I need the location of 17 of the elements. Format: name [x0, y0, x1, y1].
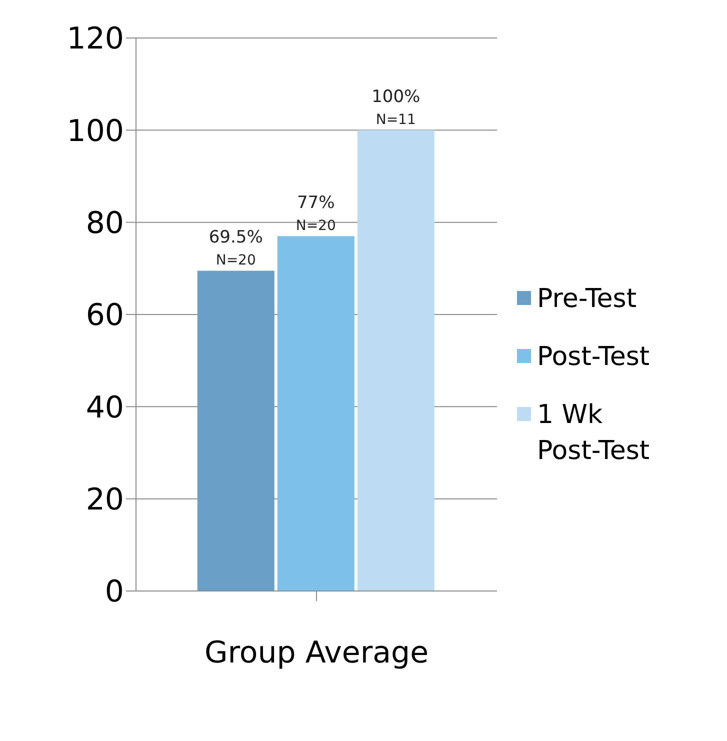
data-label: 100% N=11 [372, 87, 420, 128]
y-tick-label: 100 [66, 114, 124, 149]
bar [357, 130, 434, 591]
y-tick-label: 0 [104, 574, 124, 610]
legend-label: Pre-Test [537, 282, 637, 316]
bar [277, 236, 354, 591]
legend-label: Post-Test [537, 340, 650, 374]
x-tick-label: Group Average [204, 635, 429, 670]
data-label: 77% N=20 [296, 193, 336, 234]
y-tick-label: 80 [86, 206, 124, 241]
legend-label: 1 Wk Post-Test [537, 398, 651, 468]
data-label: 69.5% N=20 [208, 228, 263, 269]
y-tick-label: 120 [66, 22, 124, 57]
y-tick-label: 20 [86, 482, 124, 518]
bar [197, 270, 274, 591]
y-tick-label: 60 [86, 298, 124, 334]
y-tick-label: 40 [86, 390, 124, 426]
